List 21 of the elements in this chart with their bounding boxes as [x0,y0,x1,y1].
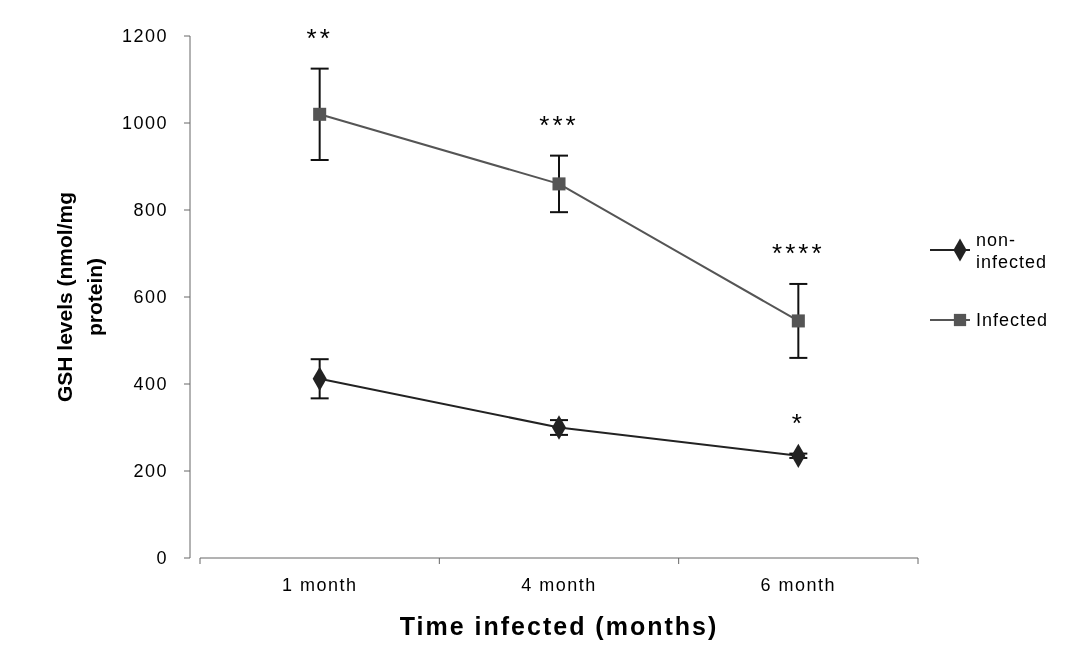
x-tick-label: 1 month [281,575,358,595]
y-tick-label: 800 [133,200,168,221]
point [791,314,805,328]
y-axis-title: GSH levels (nmol/mg protein) [53,191,106,403]
point [552,177,566,191]
y-tick-label: 0 [156,548,168,569]
y-tick-label: 1000 [121,113,168,134]
y-tick-label: 1200 [121,26,168,47]
y-tick-label: 600 [133,287,168,308]
y-tick-label: 400 [133,374,168,395]
legend-label: Infected [976,310,1049,331]
point [313,107,327,121]
x-tick-label: 4 month [521,575,597,595]
x-tick-label: 6 month [760,575,837,595]
annotation: * [791,407,805,438]
annotation: *** [539,109,579,140]
x-axis-title: Time infected (months) [399,612,719,640]
annotation: **** [772,237,825,268]
legend-label: non-infected [976,230,1048,273]
annotation: ** [306,22,333,53]
y-tick-label: 200 [133,461,168,482]
